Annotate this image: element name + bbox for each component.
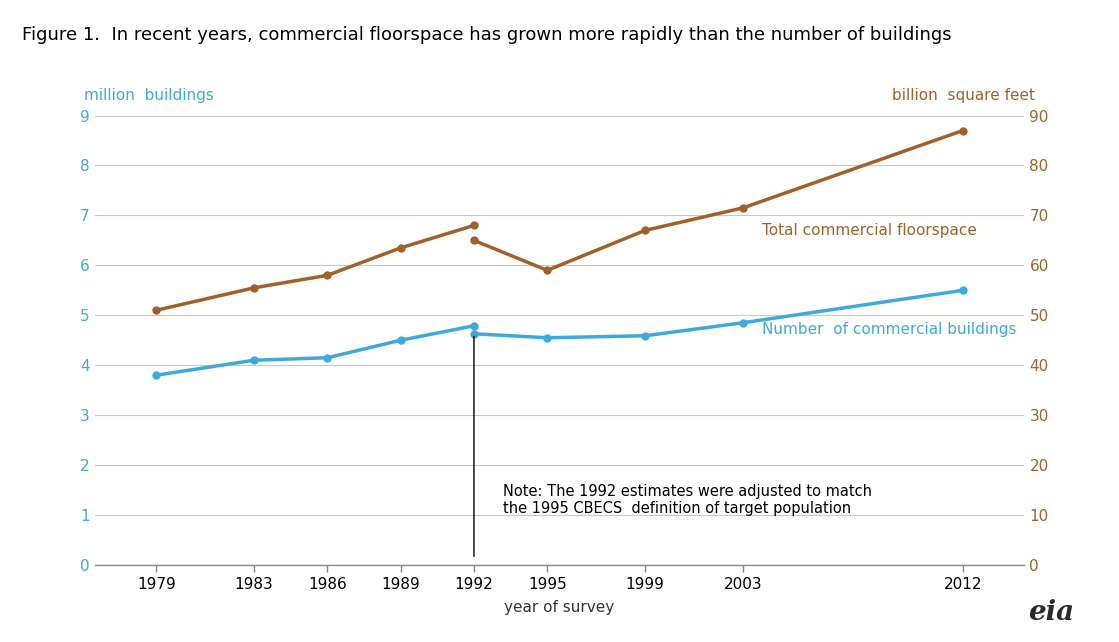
Text: million  buildings: million buildings xyxy=(84,88,214,103)
Text: Note: The 1992 estimates were adjusted to match
the 1995 CBECS  definition of ta: Note: The 1992 estimates were adjusted t… xyxy=(504,484,873,516)
Text: Number  of commercial buildings: Number of commercial buildings xyxy=(762,322,1017,337)
Text: Total commercial floorspace: Total commercial floorspace xyxy=(762,223,977,238)
Text: eia: eia xyxy=(1028,599,1074,626)
Text: billion  square feet: billion square feet xyxy=(892,88,1035,103)
Text: Figure 1.  In recent years, commercial floorspace has grown more rapidly than th: Figure 1. In recent years, commercial fl… xyxy=(22,26,952,44)
X-axis label: year of survey: year of survey xyxy=(505,600,614,615)
